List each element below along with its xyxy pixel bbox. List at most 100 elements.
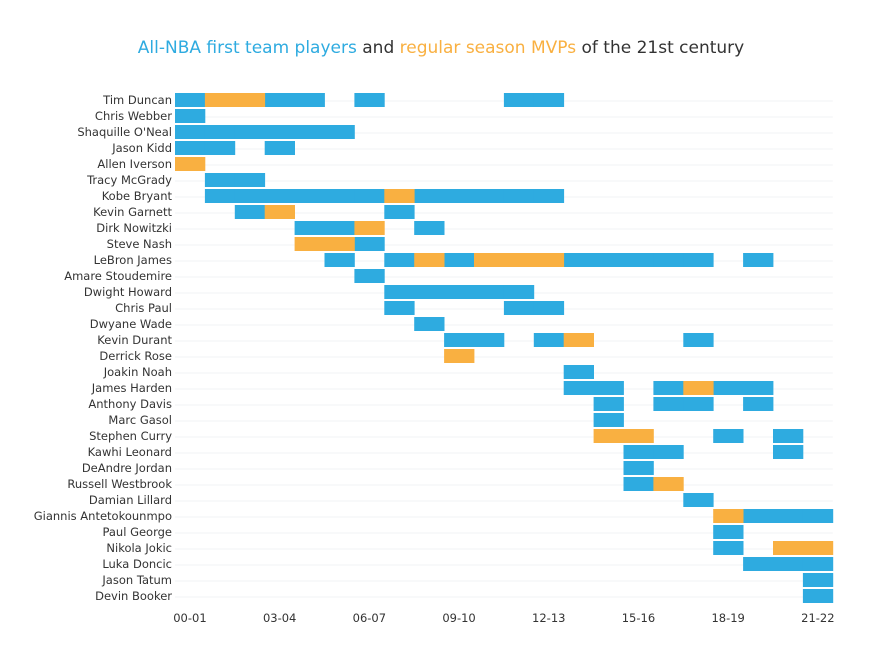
mvp-bar — [802, 541, 834, 555]
all-nba-bar — [653, 381, 684, 395]
player-label: Giannis Antetokounmpo — [34, 509, 172, 523]
player-label: Russell Westbrook — [67, 477, 172, 491]
mvp-bar — [563, 333, 594, 347]
mvp-bar — [593, 429, 624, 443]
title-all-nba: All-NBA first team players — [138, 38, 357, 58]
all-nba-bar — [743, 397, 774, 411]
all-nba-bar — [503, 285, 535, 299]
all-nba-bar — [713, 541, 744, 555]
all-nba-bar — [713, 381, 744, 395]
title-and: and — [357, 38, 400, 58]
all-nba-bar — [264, 141, 295, 155]
all-nba-bar — [773, 429, 804, 443]
player-label: Chris Webber — [95, 109, 172, 123]
player-label: Chris Paul — [115, 301, 172, 315]
season-tick-label: 00-01 — [173, 611, 206, 625]
all-nba-bar — [354, 189, 385, 203]
player-label: Shaquille O'Neal — [77, 125, 172, 139]
all-nba-bar — [533, 189, 565, 203]
all-nba-bar — [234, 189, 266, 203]
player-label: Dwight Howard — [84, 285, 172, 299]
player-label: Tim Duncan — [102, 93, 172, 107]
all-nba-bar — [354, 269, 385, 283]
player-label: Dirk Nowitzki — [96, 221, 172, 235]
mvp-bar — [175, 157, 206, 171]
all-nba-bar — [175, 93, 206, 107]
season-tick-label: 15-16 — [622, 611, 655, 625]
mvp-bar — [354, 221, 385, 235]
player-label: LeBron James — [94, 253, 172, 267]
all-nba-bar — [474, 285, 505, 299]
all-nba-bar — [324, 253, 355, 267]
title-suffix: of the 21st century — [576, 38, 744, 58]
player-label: Allen Iverson — [97, 157, 172, 171]
all-nba-bar — [414, 317, 445, 331]
player-label: Steve Nash — [107, 237, 172, 251]
all-nba-bar — [683, 493, 714, 507]
all-nba-bar — [444, 333, 475, 347]
all-nba-bar — [743, 557, 774, 571]
all-nba-bar — [623, 461, 654, 475]
mvp-bar — [264, 205, 295, 219]
season-tick-label: 06-07 — [353, 611, 386, 625]
all-nba-bar — [623, 445, 654, 459]
player-label: Devin Booker — [95, 589, 172, 603]
all-nba-bar — [414, 189, 445, 203]
player-label: Derrick Rose — [99, 349, 172, 363]
season-tick-label: 09-10 — [442, 611, 475, 625]
all-nba-bar — [175, 141, 206, 155]
player-labels: Tim Duncan Chris Webber Shaquille O'Neal Ja… — [34, 93, 173, 603]
all-nba-bar — [743, 509, 774, 523]
all-nba-bar — [773, 445, 804, 459]
all-nba-bar — [384, 301, 415, 315]
mvp-bar — [444, 349, 475, 363]
all-nba-bar — [503, 301, 535, 315]
all-nba-bar — [175, 125, 206, 139]
all-nba-bar — [563, 381, 594, 395]
player-label: Damian Lillard — [89, 493, 172, 507]
all-nba-bar — [384, 205, 415, 219]
player-label: James Harden — [91, 381, 172, 395]
all-nba-bar — [264, 93, 295, 107]
all-nba-bar — [204, 141, 236, 155]
mvp-bar — [294, 237, 325, 251]
title-mvp: regular season MVPs — [400, 38, 577, 58]
player-label: Kevin Durant — [97, 333, 172, 347]
all-nba-bar — [264, 189, 295, 203]
all-nba-bar — [175, 109, 206, 123]
all-nba-bar — [204, 173, 236, 187]
all-nba-bar — [773, 509, 804, 523]
player-label: Nikola Jokic — [106, 541, 172, 555]
all-nba-bar — [713, 429, 744, 443]
player-label: Luka Doncic — [102, 557, 172, 571]
player-label: Kevin Garnett — [93, 205, 172, 219]
all-nba-bar — [384, 285, 415, 299]
mvp-bar — [713, 509, 744, 523]
player-label: Anthony Davis — [88, 397, 172, 411]
mvp-bar — [414, 253, 445, 267]
all-nba-bar — [474, 333, 505, 347]
player-label: Kawhi Leonard — [88, 445, 172, 459]
all-nba-bar — [234, 173, 266, 187]
season-tick-label: 03-04 — [263, 611, 296, 625]
all-nba-bar — [474, 189, 505, 203]
all-nba-bar — [444, 189, 475, 203]
all-nba-bar — [743, 381, 774, 395]
all-nba-bar — [683, 253, 714, 267]
all-nba-bar — [802, 573, 834, 587]
all-nba-bar — [563, 253, 594, 267]
all-nba-bar — [204, 125, 236, 139]
all-nba-bar — [324, 189, 355, 203]
player-label: Jason Kidd — [111, 141, 172, 155]
all-nba-bar — [563, 365, 594, 379]
player-label: Jason Tatum — [101, 573, 172, 587]
mvp-bar — [683, 381, 714, 395]
chart-title: All-NBA first team players and regular s… — [138, 38, 744, 58]
all-nba-bar — [623, 477, 654, 491]
player-label: Amare Stoudemire — [64, 269, 172, 283]
all-nba-bar — [802, 557, 834, 571]
all-nba-bar — [384, 253, 415, 267]
mvp-bar — [503, 253, 535, 267]
mvp-bar — [773, 541, 804, 555]
all-nba-bar — [234, 125, 266, 139]
